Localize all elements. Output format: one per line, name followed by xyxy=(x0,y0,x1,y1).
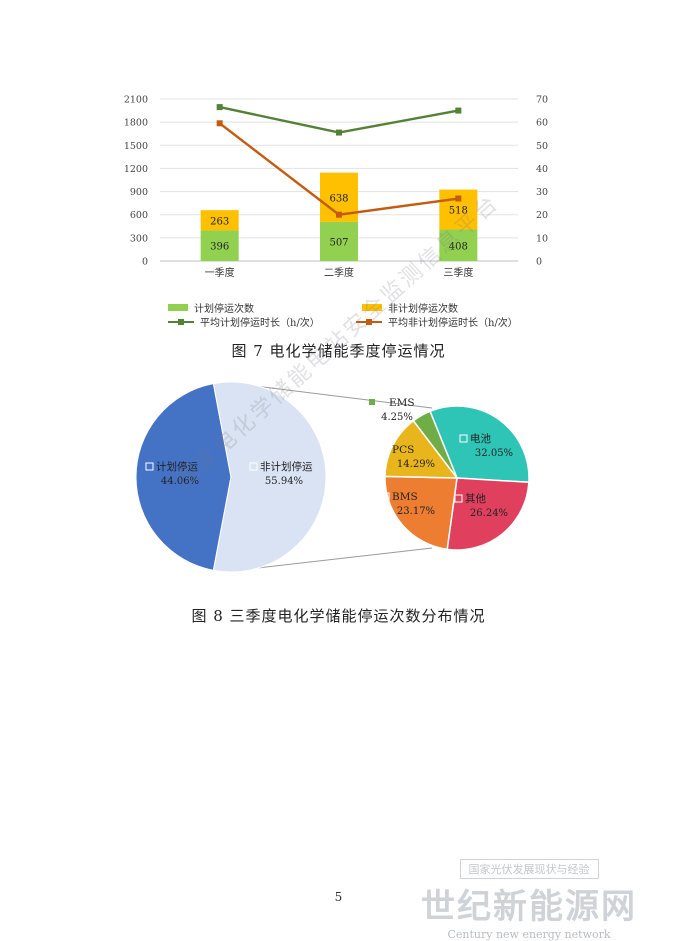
sub-slice-ems xyxy=(412,410,458,479)
pie-label-unplanned-name: 非计划停运 xyxy=(260,460,313,473)
figure-7-caption: 图 7 电化学储能季度停运情况 xyxy=(231,342,446,360)
y2-tick-label: 70 xyxy=(536,95,548,106)
sub-label-battery-percent: 32.05% xyxy=(475,448,513,459)
point-avg-planned xyxy=(336,129,342,136)
sub-label-battery-name: 电池 xyxy=(470,432,491,445)
legend-label-unplanned: 非计划停运次数 xyxy=(388,304,458,315)
logo-sub-text: Century new energy network xyxy=(447,928,611,941)
y-tick-label: 600 xyxy=(130,210,148,221)
y2-tick-label: 50 xyxy=(536,141,548,152)
pie-slice-unplanned xyxy=(212,381,327,573)
pie-label-planned-percent: 44.06% xyxy=(161,476,199,487)
sub-label-ems-percent: 4.25% xyxy=(381,412,413,423)
connector-line-bottom xyxy=(230,547,433,572)
y-tick-label: 1800 xyxy=(124,118,148,129)
legend-label-avg-unplanned: 平均非计划停运时长（h/次） xyxy=(388,318,518,329)
legend-label-planned: 计划停运次数 xyxy=(194,304,254,315)
y-tick-label: 0 xyxy=(142,257,148,268)
legend-swatch-unplanned xyxy=(362,304,382,311)
y2-tick-label: 20 xyxy=(536,210,548,221)
page-number: 5 xyxy=(334,890,343,904)
y2-tick-label: 10 xyxy=(536,233,548,244)
legend-swatch-planned xyxy=(168,304,188,311)
sub-label-ems-name: EMS xyxy=(389,397,415,409)
sub-slice-pcs xyxy=(384,419,459,479)
bar-planned xyxy=(200,230,239,261)
sub-label-bms-percent: 23.17% xyxy=(397,506,435,517)
data-label-planned: 507 xyxy=(329,237,348,248)
label-marker xyxy=(381,445,390,454)
x-tick-label: 二季度 xyxy=(324,266,354,279)
y2-tick-label: 0 xyxy=(536,257,542,268)
bar-planned xyxy=(439,229,478,261)
y-tick-label: 1200 xyxy=(124,164,148,175)
bar-planned xyxy=(320,221,358,261)
legend-planned-count: 计划停运次数 xyxy=(168,300,254,315)
y2-tick-label: 40 xyxy=(536,164,548,175)
sub-label-other-name: 其他 xyxy=(465,492,486,505)
pie-slice-planned xyxy=(135,383,232,571)
legend-line-avg-unplanned xyxy=(356,317,382,327)
y-tick-label: 2100 xyxy=(124,95,148,106)
point-avg-unplanned xyxy=(455,195,462,202)
legend-avg-unplanned-duration: 平均非计划停运时长（h/次） xyxy=(356,314,518,329)
data-label-planned: 396 xyxy=(210,242,229,253)
pie-label-planned-name: 计划停运 xyxy=(156,460,198,473)
figure-8-caption: 图 8 三季度电化学储能停运次数分布情况 xyxy=(191,607,486,625)
quarterly-outage-chart: 2100 1800 1500 1200 900 600 300 0 70 60 50 40 30 20 10… xyxy=(124,95,548,280)
legend-avg-planned-duration: 平均计划停运时长（h/次） xyxy=(168,314,320,329)
legend-line-avg-planned xyxy=(168,317,194,327)
y-tick-label: 1500 xyxy=(124,141,148,152)
label-marker xyxy=(381,492,390,501)
connector-line-top xyxy=(230,382,433,409)
x-tick-label: 三季度 xyxy=(443,266,473,279)
sub-slice-battery xyxy=(429,405,530,484)
y2-tick-label: 30 xyxy=(536,187,548,198)
outage-distribution-chart: 计划停运 44.06% 非计划停运 55.94% 电池 32.05% 其他 26.24% BMS… xyxy=(135,381,530,573)
line-avg-planned-duration xyxy=(219,105,459,134)
point-avg-unplanned xyxy=(216,120,223,127)
label-marker xyxy=(249,462,258,471)
x-tick-label: 一季度 xyxy=(205,266,235,279)
bar-unplanned xyxy=(200,210,239,231)
sub-label-pcs-percent: 14.29% xyxy=(397,459,435,470)
point-avg-planned xyxy=(455,107,462,114)
label-marker xyxy=(459,434,468,443)
data-label-unplanned: 518 xyxy=(449,206,468,217)
sub-label-bms-name: BMS xyxy=(392,491,418,503)
y-tick-label: 300 xyxy=(130,233,148,244)
point-avg-planned xyxy=(216,104,223,111)
label-marker-ems xyxy=(369,399,375,405)
data-label-unplanned: 638 xyxy=(329,193,348,204)
sub-label-pcs-name: PCS xyxy=(392,444,414,456)
y2-tick-label: 60 xyxy=(536,118,548,129)
label-marker xyxy=(454,494,463,503)
y-tick-label: 900 xyxy=(130,187,148,198)
sub-label-other-percent: 26.24% xyxy=(470,508,508,519)
sub-slice-other xyxy=(446,477,530,551)
logo-tagline: 国家光伏发展现状与经验 xyxy=(459,859,599,879)
data-label-planned: 408 xyxy=(449,241,468,252)
data-label-unplanned: 263 xyxy=(210,216,229,227)
legend-unplanned-count: 非计划停运次数 xyxy=(362,300,458,315)
legend-label-avg-planned: 平均计划停运时长（h/次） xyxy=(200,318,320,329)
sub-slice-bms xyxy=(384,475,458,551)
point-avg-unplanned xyxy=(336,211,342,218)
label-marker xyxy=(145,462,154,471)
pie-label-unplanned-percent: 55.94% xyxy=(265,476,303,487)
